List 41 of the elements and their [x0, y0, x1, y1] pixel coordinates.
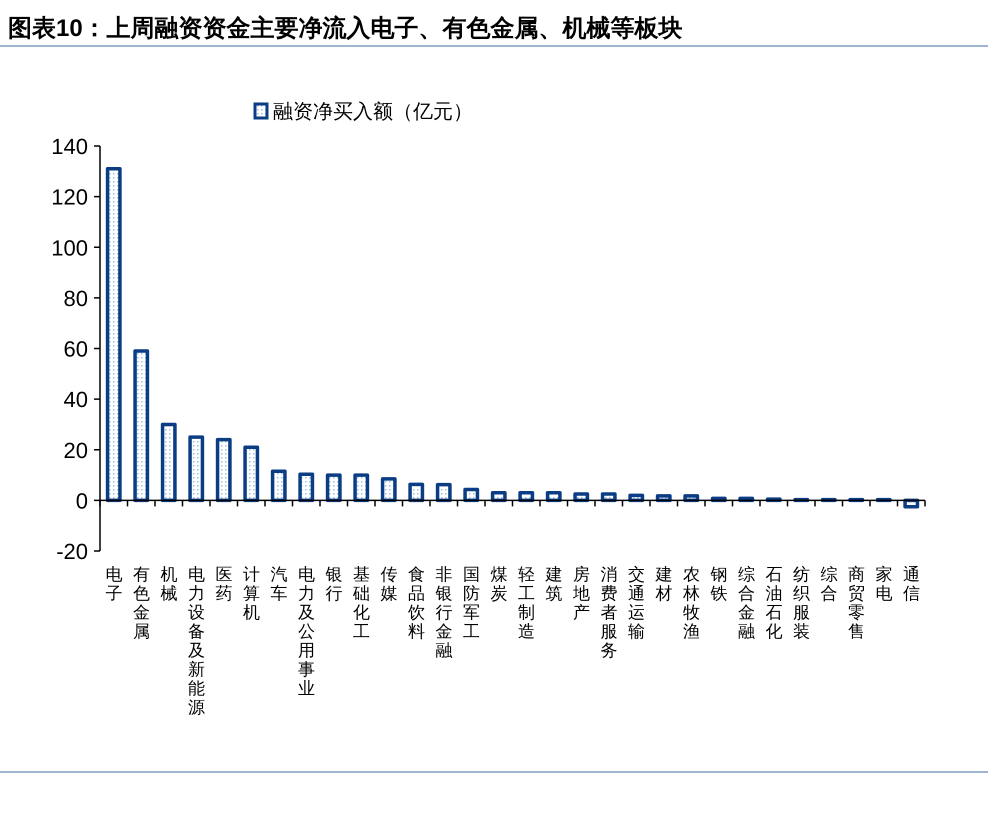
y-tick-label: 100: [51, 235, 88, 260]
x-tick-label: 电力及公用事业: [298, 565, 315, 698]
x-tick-label: 国防军工: [462, 565, 480, 641]
y-tick-label: 140: [51, 134, 88, 159]
x-tick-label: 家电: [875, 565, 892, 603]
x-tick-label: 计算机: [242, 565, 260, 622]
y-tick-label: 80: [64, 286, 88, 311]
x-tick-label: 机械: [160, 565, 178, 603]
x-tick-label: 商贸零售: [848, 565, 865, 641]
chart-title: 图表10：上周融资资金主要净流入电子、有色金属、机械等板块: [8, 14, 683, 42]
x-tick-label: 农林牧渔: [682, 565, 700, 641]
y-tick-label: 0: [76, 488, 88, 514]
y-tick-label: 20: [64, 438, 88, 463]
x-tick-label: 基础化工: [352, 565, 370, 641]
x-tick-label: 有色金属: [132, 565, 150, 641]
x-tick-label: 电子: [105, 565, 122, 603]
x-tick-label: 综合金融: [738, 565, 755, 641]
x-tick-label: 房地产: [572, 565, 590, 622]
x-tick-label: 轻工制造: [518, 565, 535, 641]
x-tick-label: 传媒: [380, 565, 398, 603]
legend-label: 融资净买入额（亿元）: [273, 101, 473, 123]
x-tick-label: 纺织服装: [792, 565, 810, 641]
x-tick-label: 消费者服务: [600, 565, 618, 660]
x-tick-label: 建筑: [544, 565, 562, 603]
x-tick-label: 医药: [215, 565, 232, 603]
x-tick-label: 煤炭: [490, 565, 508, 603]
x-tick-label: 石油石化: [765, 565, 782, 641]
y-tick-label: 60: [64, 336, 88, 362]
y-tick-label: 40: [64, 387, 88, 412]
x-tick-label: 综合: [820, 565, 838, 603]
x-tick-label: 建材: [654, 565, 672, 603]
y-tick-label: 120: [51, 184, 88, 210]
x-tick-label: 交通运输: [628, 565, 645, 641]
x-tick-label: 非银行金融: [434, 565, 452, 660]
x-tick-label: 银行: [324, 565, 342, 603]
y-tick-label: -20: [56, 539, 88, 564]
x-tick-label: 汽车: [270, 565, 288, 603]
x-tick-label: 钢铁: [709, 565, 728, 603]
x-tick-label: 通信: [902, 565, 920, 603]
x-tick-label: 电力设备及新能源: [188, 565, 205, 717]
x-tick-label: 食品饮料: [406, 565, 425, 641]
